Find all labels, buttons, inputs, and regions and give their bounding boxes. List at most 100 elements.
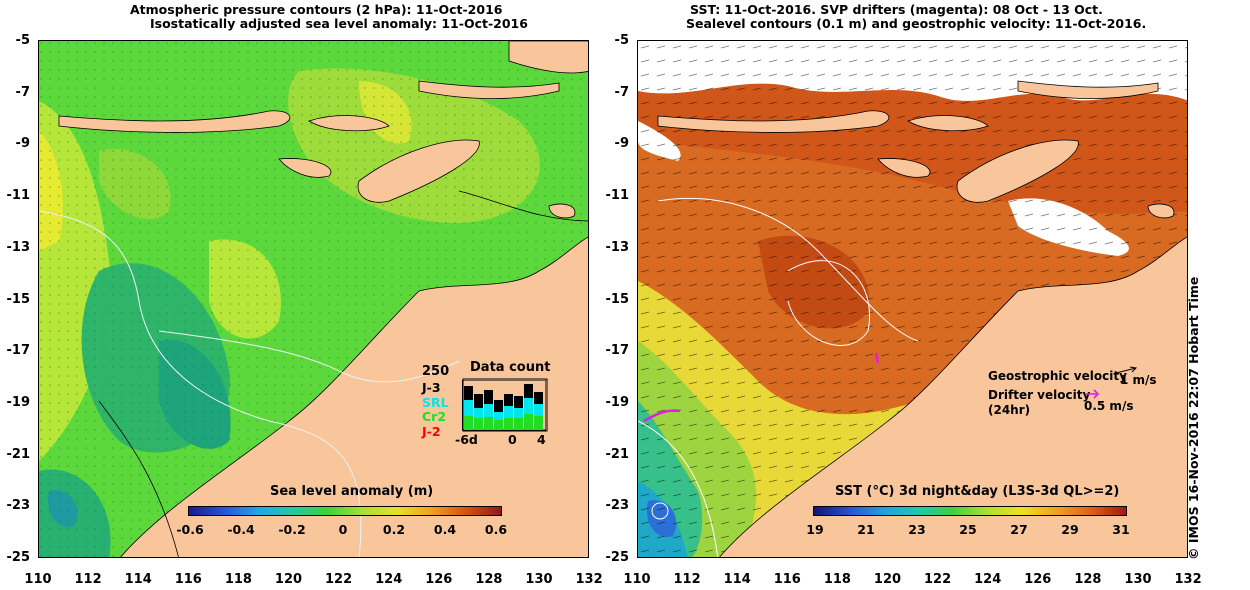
count-bar [504, 418, 513, 430]
left-title-line2: Isostatically adjusted sea level anomaly… [150, 16, 528, 31]
data-count-title: Data count [470, 360, 551, 375]
count-bar [464, 400, 473, 430]
lon-tick: 116 [174, 572, 202, 587]
lat-tick: -11 [605, 188, 630, 204]
lat-tick: -13 [6, 239, 31, 255]
lon-tick: 126 [1024, 572, 1052, 587]
lon-tick: 120 [873, 572, 902, 587]
data-count-x-left: -6d [455, 432, 478, 447]
credit-text: © IMOS 16-Nov-2016 22:07 Hobart Time [1186, 276, 1201, 560]
lat-tick: -17 [605, 343, 630, 359]
sst-map [637, 40, 1188, 558]
count-bar [494, 420, 503, 430]
lon-tick: 122 [325, 572, 353, 587]
sst-colorbar-tick: 19 [806, 522, 824, 537]
left-title-line1: Atmospheric pressure contours (2 hPa): 1… [130, 2, 503, 17]
lat-tick: -25 [6, 550, 31, 565]
count-bar [484, 417, 493, 430]
lon-tick: 116 [773, 572, 801, 587]
mission-legend: J-3 SRL Cr2 J-2 [422, 380, 449, 439]
count-bar [534, 416, 543, 430]
lon-tick: 110 [24, 572, 52, 587]
sst-colorbar-tick: 25 [959, 522, 977, 537]
lat-tick: -19 [6, 394, 31, 410]
lat-tick: -17 [6, 343, 31, 359]
geostrophic-value: 1 m/s [1120, 373, 1157, 387]
lat-tick: -9 [614, 136, 629, 152]
lon-tick: 118 [823, 572, 851, 587]
sla-colorbar-tick: -0.4 [227, 522, 255, 537]
lat-tick: -9 [15, 136, 30, 152]
lon-tick: 132 [575, 572, 603, 587]
lon-tick: 110 [623, 572, 651, 587]
lat-tick: -23 [6, 498, 31, 514]
sla-map-graphic [39, 41, 588, 557]
lat-tick: -7 [15, 84, 30, 100]
lon-tick: 130 [1124, 572, 1152, 587]
count-bar [514, 418, 523, 430]
data-count-bars [462, 380, 546, 431]
sla-colorbar [188, 506, 502, 516]
lon-tick: 114 [723, 572, 751, 587]
data-count-x-mid: 0 [508, 432, 517, 447]
data-count-max: 250 [422, 364, 450, 379]
sst-colorbar-tick: 31 [1112, 522, 1130, 537]
sst-colorbar-title: SST (°C) 3d night&day (L3S-3d QL>=2) [835, 484, 1120, 499]
count-bar [474, 418, 483, 430]
lat-tick: -13 [605, 239, 630, 255]
right-title-line2: Sealevel contours (0.1 m) and geostrophi… [686, 16, 1147, 31]
lat-tick: -15 [605, 291, 630, 307]
lon-tick: 128 [475, 572, 503, 587]
sst-map-graphic [638, 41, 1187, 557]
lon-tick: 122 [924, 572, 952, 587]
geostrophic-arrow-icon [1116, 366, 1138, 374]
lat-tick: -21 [6, 446, 31, 462]
lat-tick: -11 [6, 188, 31, 204]
count-bar [464, 416, 473, 430]
drifter-sub: (24hr) [988, 403, 1031, 417]
sst-colorbar-tick: 27 [1010, 522, 1028, 537]
sla-colorbar-title: Sea level anomaly (m) [270, 484, 434, 499]
lat-tick: -25 [605, 550, 630, 565]
lon-tick: 120 [274, 572, 303, 587]
right-title-line1: SST: 11-Oct-2016. SVP drifters (magenta)… [690, 2, 1103, 17]
lat-tick: -7 [614, 84, 629, 100]
drifter-arrow-icon [1086, 389, 1100, 399]
sla-map [38, 40, 589, 558]
lat-tick: -15 [6, 291, 31, 307]
geostrophic-label: Geostrophic velocity [988, 369, 1127, 383]
lat-tick: -19 [605, 394, 630, 410]
lat-tick: -5 [15, 33, 30, 48]
mission-srl: SRL [422, 394, 449, 410]
lon-tick: 132 [1174, 572, 1202, 587]
sla-colorbar-tick: 0 [338, 522, 348, 537]
sst-colorbar-tick: 21 [857, 522, 875, 537]
data-count-x-right: 4 [537, 432, 546, 447]
sla-colorbar-tick: -0.6 [176, 522, 204, 537]
count-bar [524, 414, 533, 430]
mission-cr2: Cr2 [422, 409, 447, 424]
sst-colorbar-tick: 23 [908, 522, 926, 537]
drifter-value: 0.5 m/s [1084, 399, 1134, 413]
sla-colorbar-tick: 0.6 [484, 522, 508, 537]
lat-tick: -5 [614, 33, 629, 48]
lon-tick: 112 [673, 572, 701, 587]
lon-tick: 114 [124, 572, 152, 587]
mission-j-3: J-3 [422, 380, 441, 395]
lat-tick: -21 [605, 446, 630, 462]
lon-tick: 128 [1074, 572, 1102, 587]
data-count-inset [462, 378, 548, 432]
lon-tick: 124 [375, 572, 403, 587]
drifter-label: Drifter velocity [988, 388, 1091, 402]
sla-colorbar-tick: 0.2 [382, 522, 406, 537]
sla-colorbar-tick: -0.2 [278, 522, 306, 537]
lon-tick: 112 [74, 572, 102, 587]
sla-colorbar-tick: 0.4 [433, 522, 457, 537]
sst-colorbar [813, 506, 1127, 516]
mission-j-2: J-2 [422, 423, 441, 439]
lon-tick: 124 [974, 572, 1002, 587]
lon-tick: 126 [425, 572, 453, 587]
lon-tick: 130 [525, 572, 553, 587]
sst-colorbar-tick: 29 [1061, 522, 1079, 537]
lat-tick: -23 [605, 498, 630, 514]
